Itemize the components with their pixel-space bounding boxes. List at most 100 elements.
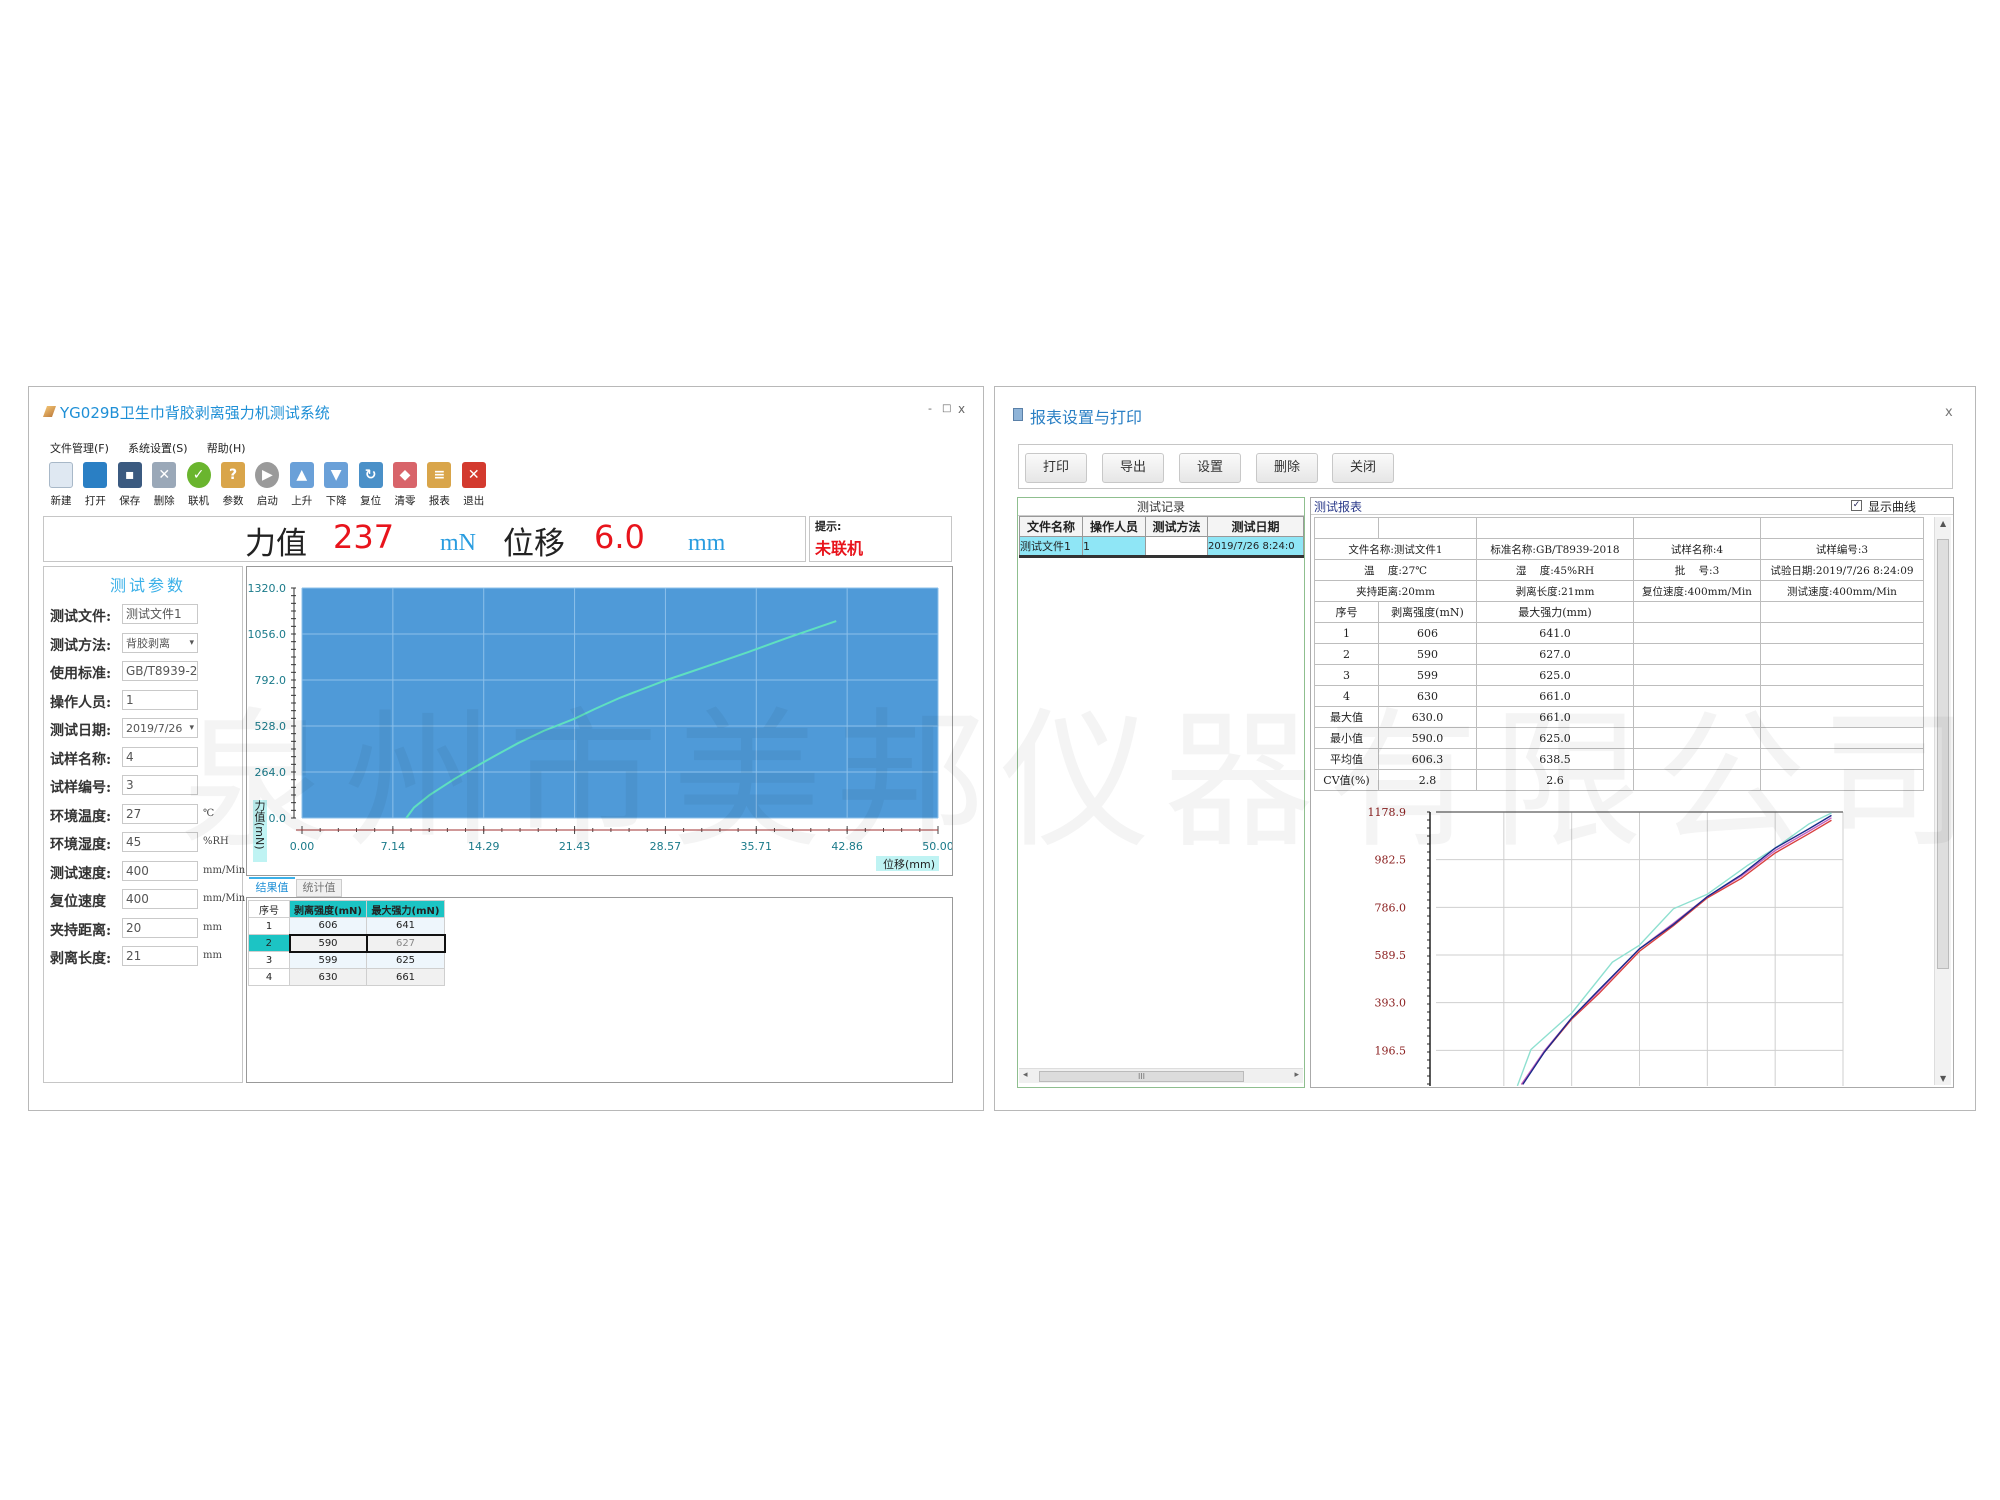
scroll-left-icon[interactable]: ◂ [1023,1070,1028,1080]
table-cell[interactable]: 661 [366,968,445,986]
scroll-thumb[interactable]: III [1039,1071,1244,1082]
maximize-button[interactable]: □ [942,403,952,414]
param-input[interactable]: 27 [122,803,198,824]
table-cell[interactable]: 3 [248,951,290,969]
column-header[interactable]: 序号 [248,900,290,918]
table-cell[interactable]: 599 [289,951,367,969]
params-title: 测试参数 [110,576,187,595]
report-close-button[interactable]: x [1945,405,1953,420]
toolbar-eraser-button[interactable]: ◆ 清零 [388,462,422,508]
column-header[interactable]: 文件名称 [1019,516,1083,537]
param-input[interactable]: 45 [122,832,198,852]
scroll-up-icon[interactable]: ▲ [1940,519,1947,528]
param-value: GB/T8939-201 [126,664,198,678]
toolbar-delete-doc-button[interactable]: ✕ 删除 [147,462,181,508]
delete-button[interactable]: 删除 [1256,453,1318,483]
records-hscrollbar[interactable]: ◂ III ▸ [1019,1068,1303,1083]
table-cell[interactable]: 2019/7/26 8:24:0 [1207,536,1304,558]
menu-help[interactable]: 帮助(H) [206,442,246,455]
toolbar-new-file-button[interactable]: 新建 [44,462,78,508]
param-select[interactable]: 背胶剥离 ▾ [122,632,198,653]
tab-statistics[interactable]: 统计值 [296,879,342,897]
table-cell[interactable]: 2 [248,934,290,952]
table-row[interactable]: 3 599 625 [248,951,445,969]
scroll-thumb[interactable] [1937,539,1949,969]
param-input[interactable]: 1 [122,689,198,710]
table-row[interactable]: 1 606 641 [248,917,445,935]
column-header[interactable]: 测试方法 [1145,516,1208,537]
settings-button[interactable]: 设置 [1179,453,1241,483]
table-cell[interactable]: 641 [366,917,445,935]
param-select[interactable]: 2019/7/26 ▾ [122,718,198,738]
column-header[interactable]: 操作人员 [1082,516,1146,537]
scroll-down-icon[interactable]: ▼ [1940,1074,1947,1083]
column-header[interactable]: 测试日期 [1207,516,1304,537]
toolbar-check-button[interactable]: ✓ 联机 [182,462,216,508]
param-input[interactable]: 3 [122,775,198,795]
toolbar-save-disk-button[interactable]: ▪ 保存 [113,462,147,508]
table-cell[interactable] [1145,536,1208,558]
table-row[interactable]: 4 630 661 [248,968,445,986]
table-row[interactable]: 测试文件1 1 2019/7/26 8:24:0 [1019,536,1304,558]
param-unit: ℃ [203,807,215,819]
table-cell: 599 [1378,664,1477,686]
empty-cell [1760,769,1924,791]
param-label: 剥离长度: [50,951,112,967]
toolbar-play-button[interactable]: ▶ 启动 [250,462,284,508]
info-cell: 复位速度:400mm/Min [1633,580,1761,602]
table-row[interactable]: 2 590 627 [248,933,446,953]
toolbar-clipboard-question-button[interactable]: ? 参数 [216,462,250,508]
param-input[interactable]: 400 [122,889,198,909]
column-header[interactable]: 最大强力(mN) [366,900,445,918]
delete-doc-icon: ✕ [152,462,177,488]
param-input[interactable]: 21 [122,946,198,966]
table-cell[interactable]: 1 [1082,536,1146,558]
toolbar-open-folder-button[interactable]: 打开 [78,462,112,508]
table-cell: 627.0 [1476,643,1634,665]
table-cell[interactable]: 627 [365,933,446,953]
minimize-button[interactable]: - [928,402,932,415]
toolbar-exit-button[interactable]: ✕ 退出 [457,462,491,508]
scroll-right-icon[interactable]: ▸ [1294,1070,1299,1080]
column-header[interactable]: 剥离强度(mN) [289,900,367,918]
menu-file[interactable]: 文件管理(F) [50,442,109,455]
empty-cell [1760,517,1924,539]
report-table: 文件名称:测试文件1 标准名称:GB/T8939-2018 试样名称:4 试样编号:3… [1314,517,1924,791]
toolbar-arrow-down-button[interactable]: ▼ 下降 [319,462,353,508]
table-cell[interactable]: 625 [366,951,445,969]
param-value: 4 [126,749,134,764]
test-curve [1520,817,1832,1085]
x-tick-label: 35.71 [741,840,773,853]
report-icon [1013,408,1023,421]
param-input[interactable]: 测试文件1 [122,604,198,624]
table-cell: 3 [1314,664,1379,686]
param-value: 27 [126,806,142,821]
table-cell[interactable]: 606 [289,917,367,935]
close-button[interactable]: x [958,402,966,416]
toolbar-label: 报表 [428,495,450,507]
table-cell[interactable]: 4 [248,968,290,986]
displacement-label: 位移 [503,526,565,562]
table-cell[interactable]: 测试文件1 [1019,536,1083,558]
toolbar-label: 删除 [153,495,175,507]
close-report-button[interactable]: 关闭 [1332,453,1394,483]
export-button[interactable]: 导出 [1102,453,1164,483]
show-curve-checkbox[interactable]: ✓ [1851,500,1862,511]
menu-settings[interactable]: 系统设置(S) [128,442,188,455]
param-input[interactable]: 400 [122,860,198,881]
hint-box [809,516,952,562]
table-cell[interactable]: 1 [248,917,290,935]
param-input[interactable]: 20 [122,917,198,938]
table-cell[interactable]: 630 [289,968,367,986]
open-folder-icon [83,462,108,488]
toolbar-reset-button[interactable]: ↻ 复位 [354,462,388,508]
toolbar-arrow-up-button[interactable]: ▲ 上升 [285,462,319,508]
tab-results[interactable]: 结果值 [249,877,295,896]
table-cell[interactable]: 590 [288,933,368,953]
param-input[interactable]: GB/T8939-201 [122,661,198,681]
report-vscrollbar[interactable]: ▲ ▼ [1934,517,1951,1085]
toolbar-label: 参数 [222,495,244,507]
toolbar-report-clipboard-button[interactable]: ≡ 报表 [422,462,456,508]
param-input[interactable]: 4 [122,746,198,767]
print-button[interactable]: 打印 [1025,453,1087,483]
